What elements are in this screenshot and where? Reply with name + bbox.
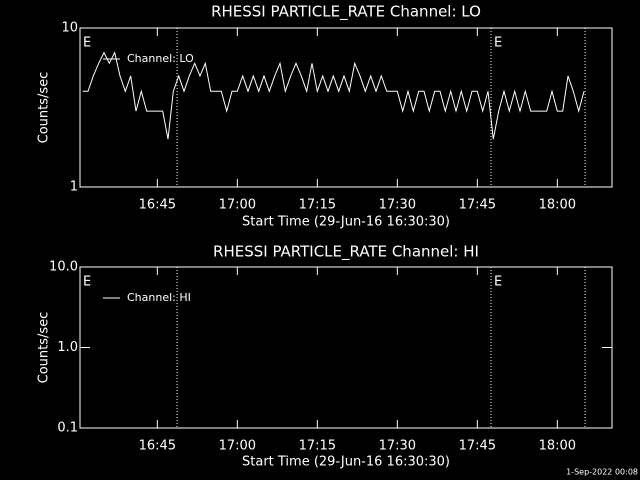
x-axis-label: Start Time (29-Jun-16 16:30:30) (242, 455, 450, 470)
x-tick-label: 18:00 (539, 198, 576, 213)
x-tick-label: 16:45 (139, 439, 176, 454)
data-line (82, 51, 585, 140)
y-axis-label: Counts/sec (37, 72, 52, 144)
x-tick-label: 17:15 (299, 439, 336, 454)
y-tick-label: 1 (70, 180, 78, 195)
x-tick-label: 17:45 (459, 198, 496, 213)
legend-label: Channel: LO (127, 52, 194, 65)
x-tick-label: 17:45 (459, 439, 496, 454)
y-tick-label: 10 (61, 21, 78, 36)
chart-title: RHESSI PARTICLE_RATE Channel: HI (213, 243, 479, 262)
x-tick-label: 17:15 (299, 198, 336, 213)
y-tick-label: 0.1 (57, 421, 78, 436)
legend-label: Channel: HI (127, 291, 191, 304)
footer: 1-Sep-2022 00:08 (566, 468, 638, 477)
event-label: E (494, 275, 502, 290)
chart-title: RHESSI PARTICLE_RATE Channel: LO (211, 3, 481, 22)
x-tick-label: 17:00 (219, 198, 256, 213)
x-tick-label: 16:45 (139, 198, 176, 213)
x-tick-label: 17:00 (219, 439, 256, 454)
y-axis-label: Counts/sec (37, 312, 52, 384)
y-tick-label: 10.0 (49, 260, 78, 275)
event-label: E (494, 36, 502, 51)
x-axis-label: Start Time (29-Jun-16 16:30:30) (242, 215, 450, 230)
y-tick-label: 1.0 (57, 340, 78, 355)
event-label: E (83, 275, 91, 290)
x-tick-label: 17:30 (379, 439, 416, 454)
x-tick-label: 17:30 (379, 198, 416, 213)
x-tick-label: 18:00 (539, 439, 576, 454)
event-label: E (83, 36, 91, 51)
plot-frame (79, 27, 613, 188)
